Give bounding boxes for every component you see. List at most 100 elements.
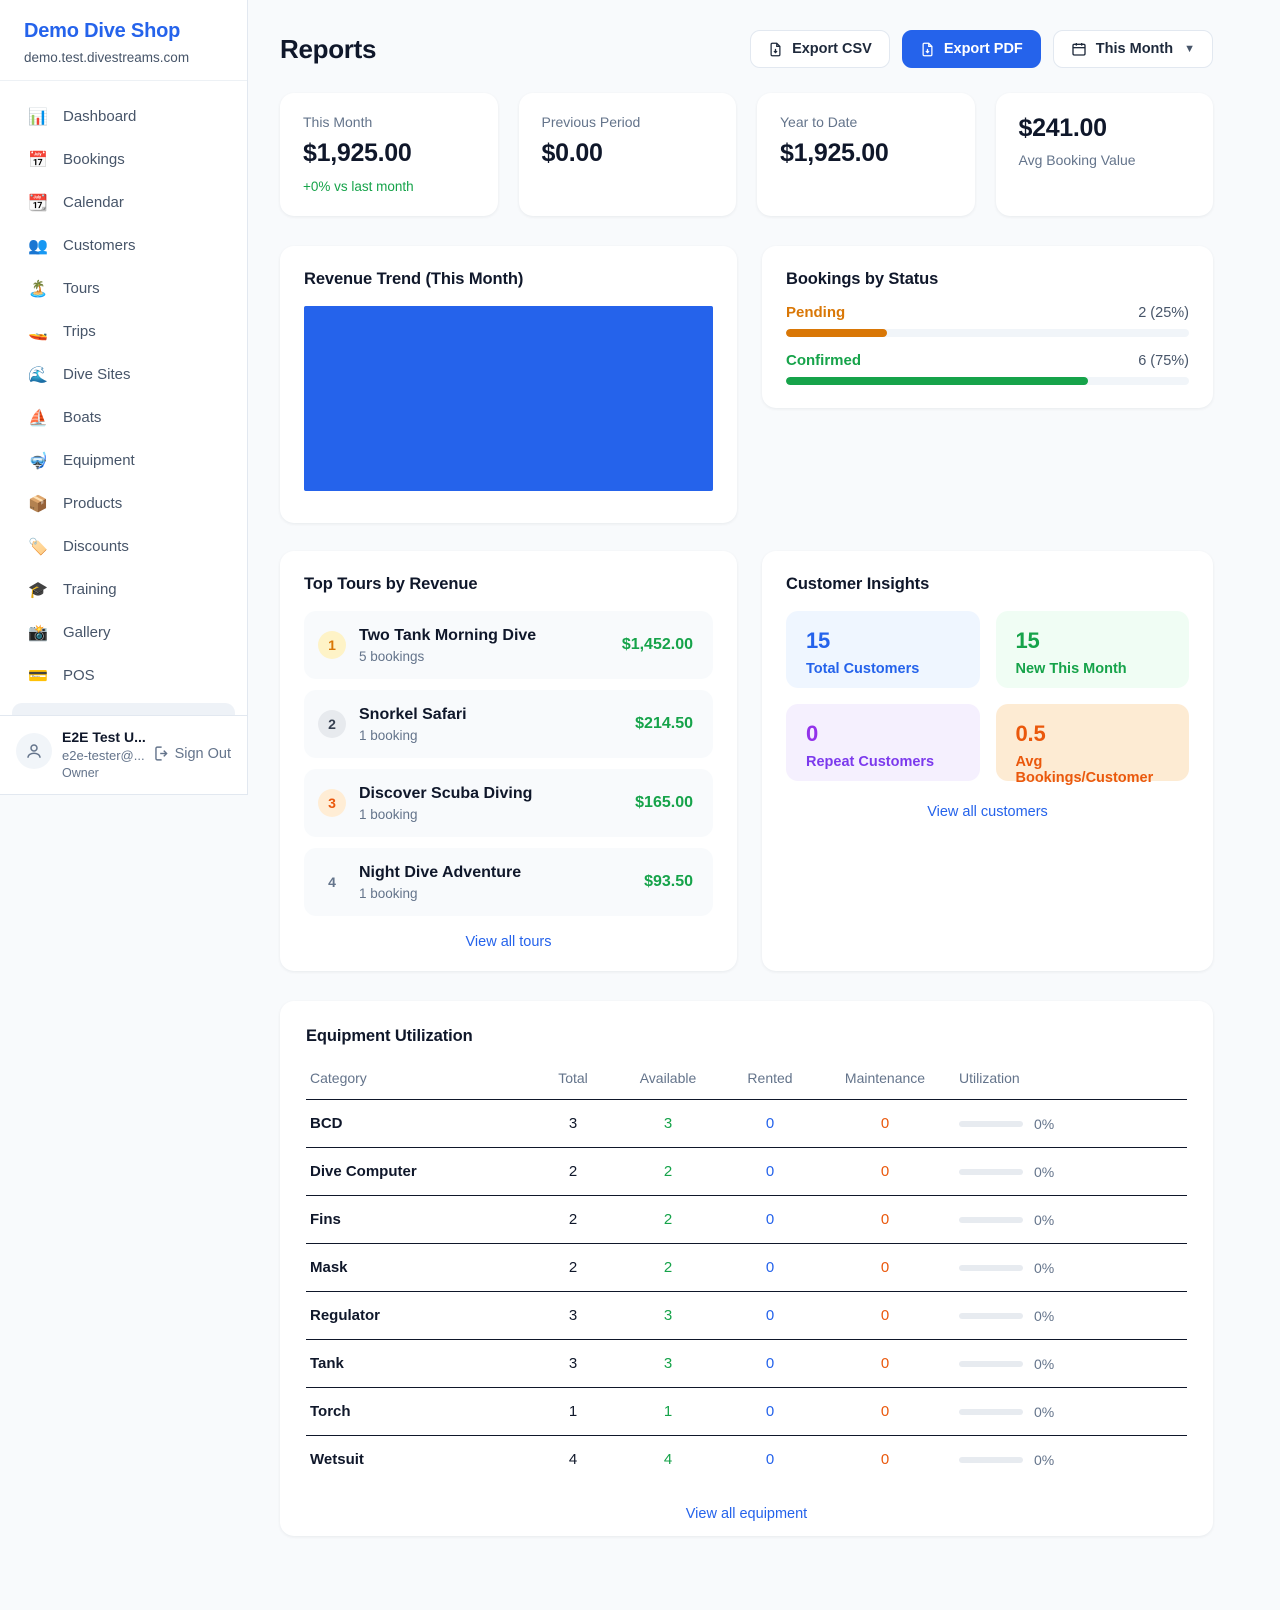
tile-repeat-customers: 0 Repeat Customers (786, 704, 980, 781)
user-role: Owner (62, 766, 99, 780)
brand-domain: demo.test.divestreams.com (24, 50, 190, 65)
utilization-bar (959, 1120, 1023, 1127)
rank-badge: 1 (318, 631, 346, 659)
rank-badge: 2 (318, 710, 346, 738)
logout-icon (154, 746, 168, 761)
tile-label: Total Customers (806, 661, 920, 677)
stat-value: $1,925.00 (780, 139, 889, 167)
cell-available: 3 (617, 1099, 719, 1148)
sidebar-nav: 📊 Dashboard 📅 Bookings 📆 Calendar 👥 Cust… (0, 81, 247, 715)
view-all-tours-link[interactable]: View all tours (465, 934, 552, 950)
tile-label: Repeat Customers (806, 754, 935, 770)
header-actions: Export CSV Export PDF This Month ▼ (750, 30, 1213, 68)
tour-revenue: $1,452.00 (621, 636, 693, 653)
utilization-bar (959, 1168, 1023, 1175)
sidebar-item-calendar[interactable]: 📆 Calendar (12, 181, 235, 224)
cell-total: 3 (529, 1099, 617, 1148)
period-dropdown[interactable]: This Month ▼ (1052, 30, 1213, 68)
sidebar-item-gallery[interactable]: 📸 Gallery (12, 611, 235, 654)
charts-row: Revenue Trend (This Month) Bookings by S… (280, 246, 1213, 523)
cell-maintenance: 0 (821, 1387, 949, 1436)
utilization-bar (959, 1360, 1023, 1367)
page-title: Reports (280, 33, 377, 64)
progress-track (786, 329, 1189, 337)
tile-value: 15 (1015, 628, 1040, 653)
col-available: Available (617, 1058, 719, 1100)
sidebar: Demo Dive Shop demo.test.divestreams.com… (0, 0, 248, 795)
revenue-trend-title: Revenue Trend (This Month) (304, 270, 524, 288)
stat-delta: +0% vs last month (303, 179, 414, 194)
sidebar-item-label: Products (63, 495, 123, 512)
sidebar-item-equipment[interactable]: 🤿 Equipment (12, 439, 235, 482)
export-csv-button[interactable]: Export CSV (750, 30, 890, 68)
cell-total: 3 (529, 1339, 617, 1388)
sidebar-item-pos[interactable]: 💳 POS (12, 654, 235, 697)
cell-maintenance: 0 (821, 1147, 949, 1196)
bookings-by-status-panel: Bookings by Status Pending 2 (25%) Confi… (762, 246, 1213, 408)
sidebar-item-boats[interactable]: ⛵ Boats (12, 396, 235, 439)
table-row: Regulator 3 3 0 0 0% (306, 1291, 1187, 1340)
sidebar-item-label: Equipment (63, 452, 135, 469)
utilization-bar (959, 1264, 1023, 1271)
cell-utilization: 0% (949, 1291, 1187, 1340)
col-rented: Rented (719, 1058, 821, 1100)
sidebar-item-training[interactable]: 🎓 Training (12, 568, 235, 611)
period-label: This Month (1095, 41, 1174, 57)
view-all-equipment-link[interactable]: View all equipment (685, 1505, 808, 1522)
sidebar-item-customers[interactable]: 👥 Customers (12, 224, 235, 267)
utilization-bar (959, 1216, 1023, 1223)
sidebar-item-dive-sites[interactable]: 🌊 Dive Sites (12, 353, 235, 396)
sign-out-button[interactable]: Sign Out (151, 745, 231, 762)
stat-value: $0.00 (541, 139, 603, 167)
sidebar-item-dashboard[interactable]: 📊 Dashboard (12, 95, 235, 138)
equipment-utilization-title: Equipment Utilization (306, 1027, 473, 1045)
stat-card-previous-period: Previous Period $0.00 (518, 93, 736, 216)
speedboat-icon: 🚤 (28, 323, 48, 341)
sidebar-item-products[interactable]: 📦 Products (12, 482, 235, 525)
export-pdf-button[interactable]: Export PDF (901, 30, 1041, 68)
cell-available: 4 (663, 1451, 673, 1469)
tile-value: 0.5 (1015, 721, 1046, 746)
utilization-pct: 0% (1034, 1211, 1055, 1228)
wave-icon: 🌊 (28, 366, 48, 384)
cell-available: 3 (617, 1339, 719, 1388)
sidebar-item-tours[interactable]: 🏝️ Tours (12, 267, 235, 310)
view-all-customers-link[interactable]: View all customers (927, 804, 1048, 820)
stat-card-avg-booking-value: $241.00 Avg Booking Value (995, 93, 1213, 216)
tour-row: 3 Discover Scuba Diving 1 booking $165.0… (304, 769, 713, 837)
utilization-pct: 0% (1034, 1259, 1055, 1276)
page-header: Reports Export CSV Export PDF This Month (280, 30, 1213, 68)
utilization-pct: 0% (1034, 1115, 1055, 1132)
tile-avg-bookings-customer: 0.5 Avg Bookings/Customer (995, 704, 1189, 786)
sidebar-item-active-partial[interactable] (12, 703, 235, 715)
tile-value: 0 (806, 721, 819, 746)
island-icon: 🏝️ (28, 280, 48, 298)
credit-card-icon: 💳 (28, 667, 48, 685)
utilization-pct: 0% (1034, 1403, 1055, 1420)
cell-maintenance: 0 (880, 1451, 890, 1469)
sidebar-item-label: Discounts (63, 538, 129, 555)
person-icon (27, 744, 41, 758)
user-email: e2e-tester@... (62, 748, 145, 763)
user-meta: E2E Test U... e2e-tester@... Owner (62, 729, 146, 780)
user-box: E2E Test U... e2e-tester@... Owner Sign … (0, 715, 247, 794)
cell-rented: 0 (719, 1291, 821, 1340)
col-utilization: Utilization (949, 1058, 1187, 1100)
cell-available: 3 (617, 1291, 719, 1340)
export-csv-label: Export CSV (792, 41, 872, 57)
col-category: Category (306, 1058, 529, 1100)
tour-name: Two Tank Morning Dive (359, 626, 537, 644)
sidebar-item-trips[interactable]: 🚤 Trips (12, 310, 235, 353)
sidebar-item-discounts[interactable]: 🏷️ Discounts (12, 525, 235, 568)
tour-revenue: $93.50 (644, 873, 693, 890)
cell-utilization: 0% (949, 1243, 1187, 1292)
stat-card-year-to-date: Year to Date $1,925.00 (757, 93, 975, 216)
cell-available: 2 (617, 1243, 719, 1292)
utilization-pct: 0% (1034, 1307, 1055, 1324)
col-total: Total (529, 1058, 617, 1100)
cell-category: Regulator (306, 1291, 529, 1340)
sidebar-item-label: Boats (63, 409, 102, 426)
cell-available: 2 (617, 1147, 719, 1196)
col-maintenance: Maintenance (821, 1058, 949, 1100)
sidebar-item-bookings[interactable]: 📅 Bookings (12, 138, 235, 181)
